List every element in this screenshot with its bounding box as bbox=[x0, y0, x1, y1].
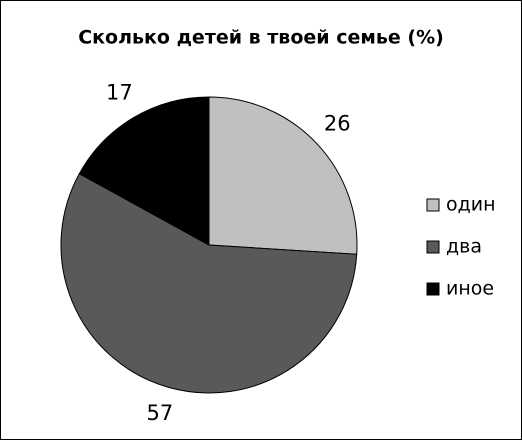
chart-title: Сколько детей в твоей семье (%) bbox=[78, 27, 444, 49]
legend-swatch bbox=[426, 282, 440, 296]
legend-label: иное bbox=[446, 278, 494, 300]
pie-slice bbox=[78, 96, 210, 246]
data-label: 57 bbox=[147, 401, 174, 425]
pie-slice bbox=[208, 96, 358, 255]
legend-label: один bbox=[446, 194, 496, 216]
data-label: 17 bbox=[106, 81, 133, 105]
legend-swatch bbox=[426, 198, 440, 212]
legend-label: два bbox=[446, 236, 482, 258]
pie-slice bbox=[60, 173, 358, 394]
data-label: 26 bbox=[324, 112, 351, 136]
legend-swatch bbox=[426, 240, 440, 254]
